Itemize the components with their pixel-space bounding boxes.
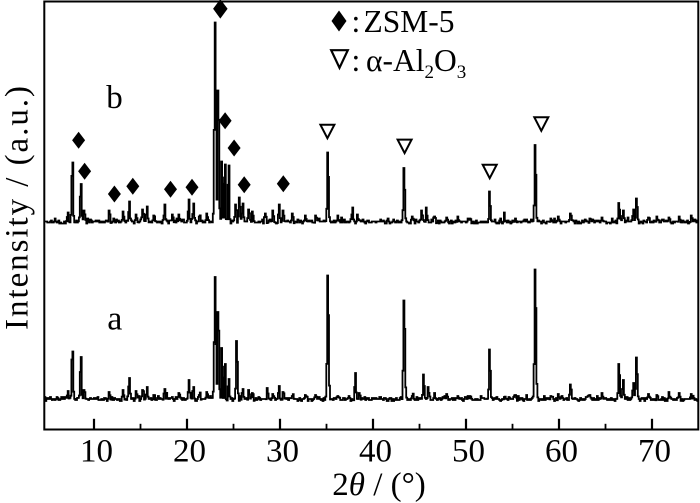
svg-text:Intensity / (a.u.): Intensity / (a.u.)	[0, 84, 36, 330]
svg-text::: :	[352, 43, 361, 78]
svg-text::: :	[352, 4, 361, 39]
svg-text:50: 50	[452, 434, 485, 470]
svg-text:α-Al2O3: α-Al2O3	[366, 43, 466, 83]
svg-text:60: 60	[545, 434, 578, 470]
svg-text:ZSM-5: ZSM-5	[364, 4, 455, 39]
svg-text:a: a	[107, 300, 122, 337]
svg-text:10: 10	[80, 434, 113, 470]
svg-text:2θ / (°): 2θ / (°)	[332, 467, 426, 503]
svg-text:70: 70	[638, 434, 671, 470]
svg-text:40: 40	[359, 434, 392, 470]
svg-text:20: 20	[173, 434, 206, 470]
svg-text:b: b	[106, 80, 123, 116]
svg-text:30: 30	[266, 434, 299, 470]
